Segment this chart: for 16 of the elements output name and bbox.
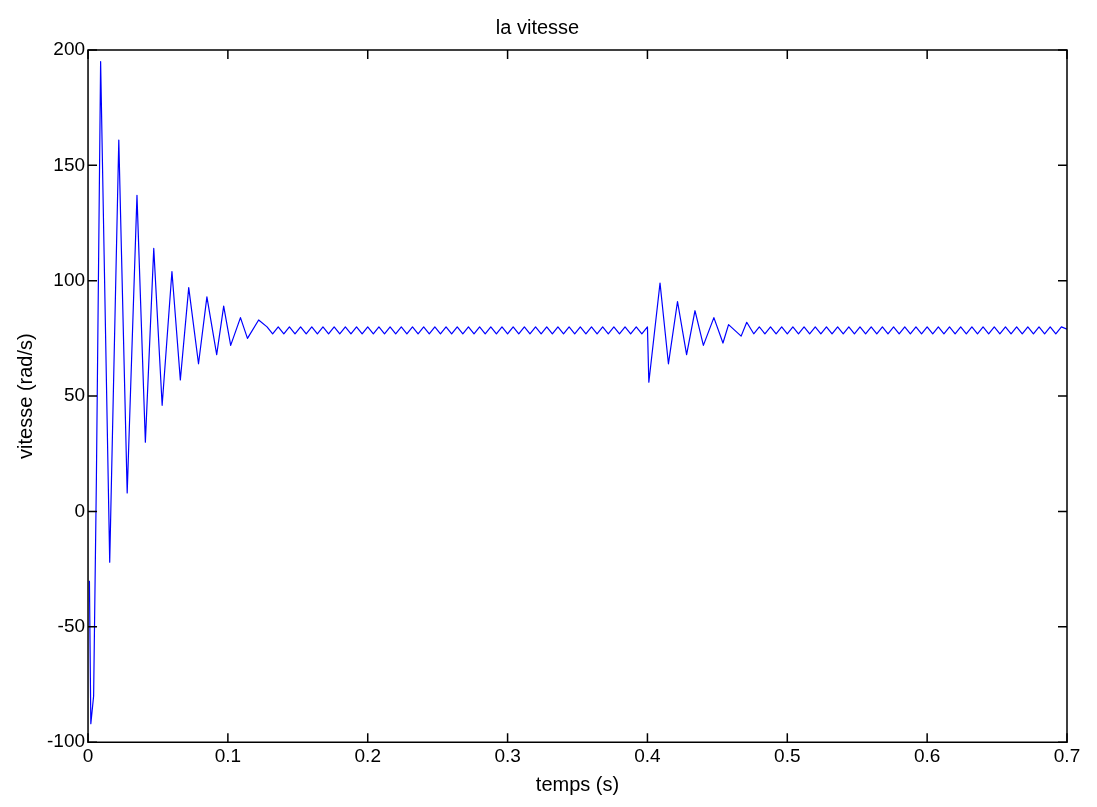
x-tick-label: 0.6	[913, 744, 941, 766]
y-axis-title: vitesse (rad/s)	[13, 333, 36, 459]
y-tick-label: 50	[63, 384, 86, 406]
chart-title: la vitesse	[495, 15, 580, 38]
x-tick-label: 0.3	[494, 744, 521, 766]
y-tick-label: 100	[53, 268, 86, 290]
x-tick-label: 0.5	[774, 744, 801, 766]
y-tick-label: 200	[53, 38, 86, 60]
y-tick-label: 0	[74, 499, 86, 521]
x-axis-title: temps (s)	[535, 772, 620, 795]
y-tick-label: -50	[57, 615, 86, 637]
y-tick-label: 150	[53, 153, 86, 175]
x-tick-label: 0.7	[1053, 744, 1081, 766]
x-tick-label: 0.4	[634, 744, 662, 766]
x-tick-label: 0.1	[214, 744, 242, 766]
x-tick-label: 0.2	[354, 744, 381, 766]
